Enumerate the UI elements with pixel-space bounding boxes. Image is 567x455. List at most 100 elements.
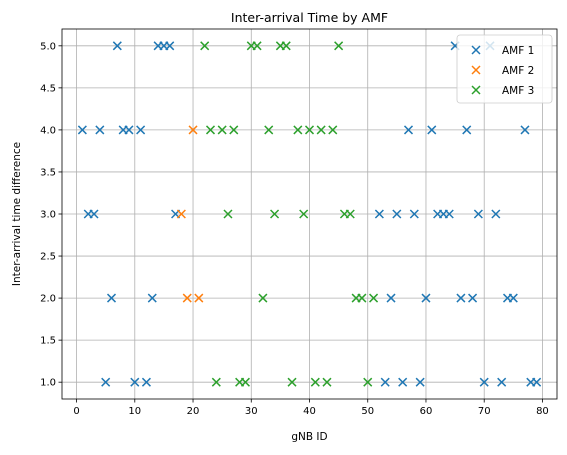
marker-stroke [363,377,373,387]
y-tick-label: 4.0 [40,125,56,136]
data-point [270,209,280,219]
marker-stroke [229,125,239,135]
data-point [281,41,291,51]
data-point [147,293,157,303]
data-point [130,377,140,387]
data-point [479,377,489,387]
y-tick-label: 2.0 [40,294,56,305]
data-point [165,41,175,51]
marker-stroke [497,377,507,387]
marker-stroke [194,293,204,303]
data-point [112,41,122,51]
x-tick-label: 70 [478,406,491,417]
marker-stroke [471,65,481,75]
data-point [369,293,379,303]
data-point [520,125,530,135]
data-point [491,209,501,219]
marker-stroke [345,209,355,219]
marker-stroke [136,125,146,135]
marker-stroke [409,209,419,219]
marker-stroke [491,209,501,219]
marker-stroke [380,377,390,387]
data-point [380,377,390,387]
data-point [136,125,146,135]
data-point [304,125,315,135]
legend-marker [471,45,481,55]
data-point [141,377,151,387]
marker-stroke [299,209,309,219]
data-point [468,293,478,303]
marker-stroke [124,125,134,135]
y-tick-label: 1.5 [40,336,56,347]
marker-stroke [479,377,489,387]
marker-stroke [415,377,425,387]
marker-stroke [112,41,122,51]
data-point [287,377,297,387]
marker-stroke [147,293,157,303]
data-point [240,377,250,387]
marker-stroke [223,209,233,219]
marker-stroke [369,293,379,303]
x-tick-label: 30 [245,406,258,417]
legend-label: AMF 3 [502,85,534,97]
data-point [532,377,542,387]
axis-ticks: 0 10 20 30 40 50 60 70 80 1.0 1.5 2.0 2.5 3.0 3.5 4.0 4.… [40,41,549,417]
data-point [322,377,332,387]
x-tick-label: 20 [187,406,200,417]
data-point [508,293,518,303]
marker-stroke [456,293,466,303]
marker-stroke [520,125,530,135]
data-point [427,125,437,135]
data-point [211,377,221,387]
legend-frame [456,34,553,104]
marker-stroke [334,41,344,51]
marker-stroke [165,41,175,51]
legend-marker [471,65,481,75]
marker-stroke [532,377,542,387]
data-point [316,125,326,135]
data-point [345,209,355,219]
data-point [462,125,472,135]
marker-stroke [427,125,437,135]
data-point [182,293,192,303]
data-point [374,209,384,219]
marker-stroke [386,293,396,303]
data-point [334,41,344,51]
data-point [357,293,367,303]
marker-stroke [357,293,367,303]
data-point [106,293,117,303]
data-point [101,377,111,387]
marker-stroke [130,377,140,387]
data-point [293,125,303,135]
data-point [328,125,338,135]
marker-stroke [287,377,297,387]
marker-stroke [258,293,268,303]
y-tick-label: 3.5 [40,167,56,178]
marker-stroke [310,377,320,387]
data-point [124,125,134,135]
y-tick-label: 2.5 [40,252,56,263]
x-tick-label: 60 [420,406,433,417]
marker-stroke [471,45,481,55]
data-points [77,41,542,387]
marker-stroke [182,293,192,303]
marker-stroke [281,41,291,51]
data-point [403,125,414,135]
marker-stroke [217,125,227,135]
data-point [77,125,87,135]
marker-stroke [176,209,186,219]
data-point [95,125,105,135]
data-point [473,209,483,219]
data-point [497,377,507,387]
x-axis-title: gNB ID [291,431,327,443]
marker-stroke [462,125,472,135]
marker-stroke [211,377,221,387]
marker-stroke [374,209,384,219]
y-tick-label: 5.0 [40,41,56,52]
data-point [205,125,216,135]
legend: AMF 1 AMF 2 AMF 3 [456,34,553,104]
legend-marker [471,85,481,95]
x-tick-label: 80 [536,406,549,417]
marker-stroke [471,85,481,95]
